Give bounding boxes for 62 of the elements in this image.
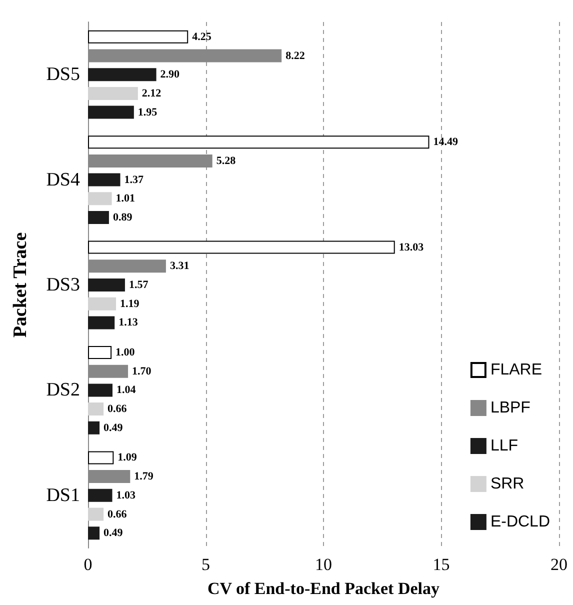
bar bbox=[88, 278, 125, 292]
bar bbox=[88, 508, 104, 521]
bar bbox=[88, 402, 104, 416]
data-label: 1.04 bbox=[116, 384, 136, 396]
data-label: 3.31 bbox=[170, 260, 190, 272]
bar bbox=[88, 297, 116, 310]
data-label: 13.03 bbox=[398, 241, 424, 254]
bar bbox=[88, 211, 109, 224]
bar bbox=[88, 86, 138, 100]
data-label: 1.00 bbox=[116, 346, 136, 358]
bar bbox=[88, 384, 112, 397]
data-label: 0.49 bbox=[104, 527, 124, 540]
legend-label: LBPF bbox=[490, 400, 531, 416]
y-tick-label: DS3 bbox=[46, 274, 80, 296]
bar bbox=[88, 106, 134, 119]
y-tick-label: DS1 bbox=[46, 484, 80, 506]
bar bbox=[88, 451, 114, 464]
data-label: 0.66 bbox=[108, 508, 128, 520]
x-axis-title: CV of End-to-End Packet Delay bbox=[207, 579, 440, 598]
data-label: 1.03 bbox=[116, 489, 136, 502]
data-label: 1.37 bbox=[124, 174, 144, 186]
x-tick-label: 5 bbox=[202, 555, 210, 574]
data-label: 5.28 bbox=[216, 154, 236, 167]
data-label: 1.70 bbox=[132, 365, 152, 378]
data-label: 1.09 bbox=[118, 452, 138, 464]
bar bbox=[88, 316, 115, 330]
x-tick-label: 10 bbox=[315, 555, 332, 574]
bar bbox=[88, 136, 430, 149]
data-label: 14.49 bbox=[433, 136, 458, 148]
y-tick-label: DS4 bbox=[46, 169, 80, 190]
bar bbox=[88, 68, 156, 82]
y-tick-label: DS5 bbox=[46, 64, 80, 86]
data-label: 2.90 bbox=[160, 68, 180, 81]
legend-label: LLF bbox=[490, 438, 518, 454]
legend-label: SRR bbox=[490, 476, 524, 492]
data-label: 0.49 bbox=[104, 422, 124, 434]
data-label: 1.79 bbox=[134, 470, 154, 483]
data-label: 1.01 bbox=[116, 192, 136, 205]
data-label: 2.12 bbox=[142, 87, 162, 100]
bar bbox=[88, 173, 120, 186]
y-tick-label: DS2 bbox=[46, 380, 80, 401]
data-label: 1.57 bbox=[128, 279, 149, 291]
data-label: 1.19 bbox=[120, 298, 140, 310]
data-label: 8.22 bbox=[286, 50, 306, 62]
legend-label: E-DCLD bbox=[490, 514, 550, 530]
bar bbox=[88, 240, 395, 254]
y-axis-title: Packet Trace bbox=[10, 232, 31, 338]
data-label: 0.66 bbox=[108, 403, 128, 416]
data-label: 1.95 bbox=[138, 106, 158, 118]
bar bbox=[88, 192, 112, 206]
bar bbox=[88, 346, 112, 359]
bar bbox=[88, 30, 188, 44]
x-tick-label: 20 bbox=[550, 555, 568, 574]
bar bbox=[88, 526, 100, 540]
x-tick-label: 15 bbox=[432, 555, 450, 574]
data-label: 0.89 bbox=[112, 212, 133, 224]
data-label: 4.25 bbox=[192, 30, 212, 43]
x-tick-label: 0 bbox=[84, 555, 92, 574]
bar bbox=[88, 421, 100, 434]
legend-label: FLARE bbox=[490, 362, 542, 378]
bar bbox=[88, 488, 112, 502]
data-label: 1.13 bbox=[118, 316, 138, 329]
